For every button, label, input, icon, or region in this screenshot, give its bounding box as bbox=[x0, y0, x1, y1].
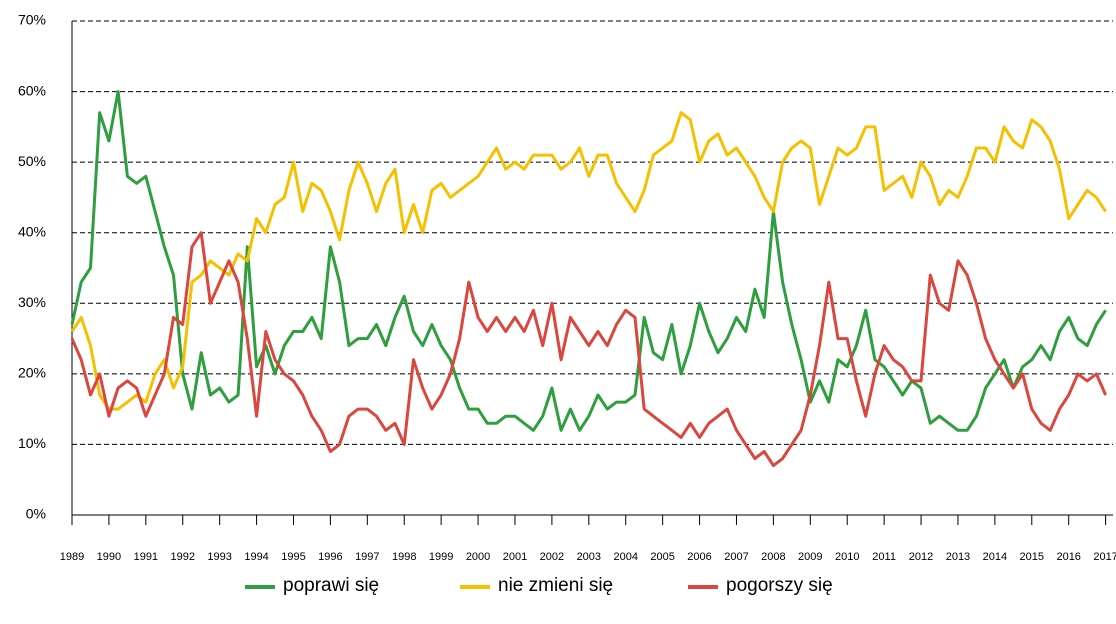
x-tick-label: 1992 bbox=[171, 551, 195, 563]
series-line bbox=[70, 111, 1107, 411]
x-tick-label: 1991 bbox=[134, 551, 158, 563]
y-tick-label: 30% bbox=[18, 294, 46, 310]
x-tick-label: 2014 bbox=[983, 551, 1007, 563]
y-tick-label: 10% bbox=[18, 435, 46, 451]
legend-label: nie zmieni się bbox=[498, 575, 613, 596]
x-tick-label: 2010 bbox=[835, 551, 859, 563]
x-tick-label: 2017 bbox=[1093, 551, 1116, 563]
x-tick-label: 2006 bbox=[687, 551, 711, 563]
x-tick-label: 2007 bbox=[724, 551, 748, 563]
x-tick-label: 2005 bbox=[650, 551, 674, 563]
x-tick-label: 1999 bbox=[429, 551, 453, 563]
x-tick-label: 2004 bbox=[613, 551, 637, 563]
y-tick-label: 40% bbox=[18, 223, 46, 239]
legend-label: pogorszy się bbox=[726, 575, 833, 596]
x-tick-label: 1994 bbox=[244, 551, 268, 563]
x-tick-label: 2001 bbox=[503, 551, 527, 563]
x-tick-label: 1995 bbox=[281, 551, 305, 563]
y-tick-label: 50% bbox=[18, 153, 46, 169]
y-tick-label: 70% bbox=[18, 12, 46, 28]
x-tick-label: 2000 bbox=[466, 551, 490, 563]
legend-label: poprawi się bbox=[283, 575, 379, 596]
x-tick-label: 2015 bbox=[1020, 551, 1044, 563]
x-tick-label: 1993 bbox=[207, 551, 231, 563]
x-tick-label: 1997 bbox=[355, 551, 379, 563]
x-tick-label: 1996 bbox=[318, 551, 342, 563]
x-tick-label: 2008 bbox=[761, 551, 785, 563]
x-tick-label: 2002 bbox=[540, 551, 564, 563]
x-tick-label: 2011 bbox=[872, 551, 896, 563]
y-tick-label: 0% bbox=[26, 506, 46, 522]
y-tick-label: 20% bbox=[18, 365, 46, 381]
series-line bbox=[70, 231, 1107, 468]
x-tick-label: 1990 bbox=[97, 551, 121, 563]
x-tick-label: 2003 bbox=[577, 551, 601, 563]
x-tick-label: 2012 bbox=[909, 551, 933, 563]
x-tick-label: 2016 bbox=[1056, 551, 1080, 563]
x-tick-label: 1998 bbox=[392, 551, 416, 563]
x-tick-label: 2009 bbox=[798, 551, 822, 563]
x-tick-label: 2013 bbox=[946, 551, 970, 563]
x-tick-label: 1989 bbox=[60, 551, 84, 563]
series-line bbox=[70, 90, 1107, 432]
y-tick-label: 60% bbox=[18, 82, 46, 98]
